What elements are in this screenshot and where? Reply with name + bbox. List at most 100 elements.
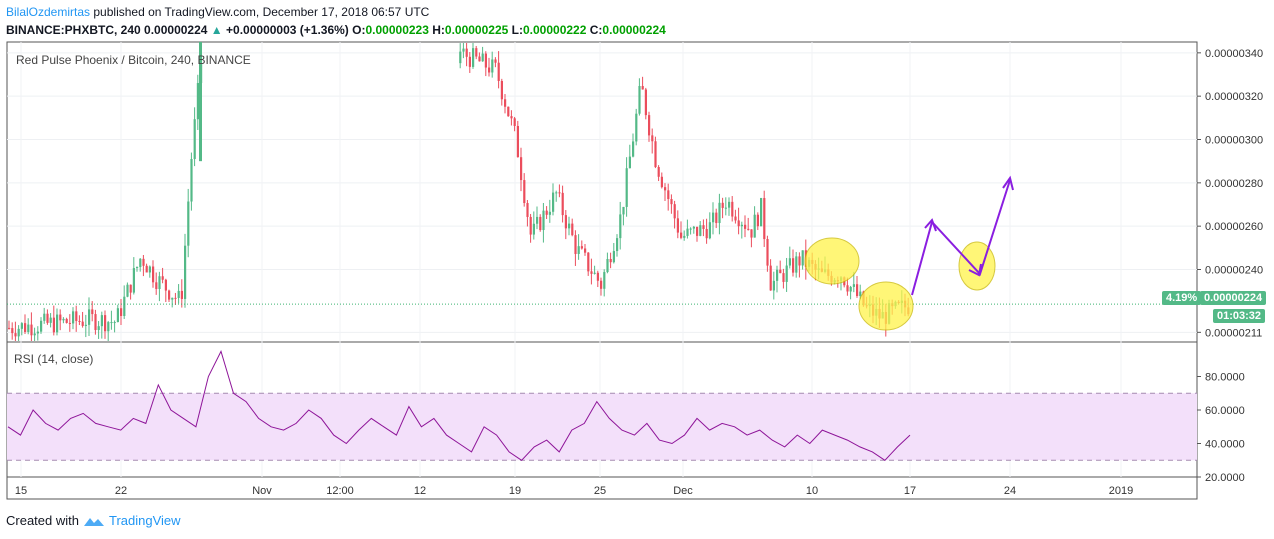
candle-body: [72, 311, 75, 324]
candle-body: [110, 322, 113, 324]
candle-body: [680, 232, 683, 238]
candle-body: [676, 218, 679, 233]
candle-body: [20, 323, 23, 329]
candle-body: [670, 199, 673, 205]
last-price: 0.00000224: [144, 23, 208, 37]
tradingview-logo-icon: [83, 517, 104, 526]
y-tick-label: 0.00000240: [1205, 265, 1263, 277]
candle-body: [468, 56, 471, 67]
candle-body: [104, 315, 107, 332]
forecast-arrow-path: [911, 179, 1011, 296]
annotation-ellipse: [804, 237, 860, 285]
candle-body: [689, 228, 692, 230]
candle-body: [196, 83, 199, 120]
x-tick-label: Dec: [673, 485, 693, 497]
open-label: O:: [352, 23, 366, 37]
candle-body: [46, 313, 49, 323]
candle-body: [753, 214, 756, 238]
candle-body: [785, 265, 788, 282]
candle-body: [113, 322, 116, 324]
candle-body: [744, 224, 747, 229]
footer-created-text: Created with: [6, 513, 79, 528]
candle-body: [641, 86, 644, 90]
triangle-up-icon: ▲: [210, 23, 223, 37]
candle-body: [513, 118, 516, 126]
candle-body: [532, 223, 535, 235]
candle-body: [657, 167, 660, 177]
rsi-band: [7, 393, 1197, 461]
candle-body: [718, 202, 721, 224]
candle-body: [792, 258, 795, 273]
price-badge: 0.00000224: [1200, 291, 1267, 305]
candle-body: [747, 228, 750, 230]
candle-body: [769, 265, 772, 291]
candle-body: [59, 314, 62, 321]
high-value: 0.00000225: [444, 23, 509, 37]
candle-body: [91, 309, 94, 315]
candle-body: [612, 251, 615, 263]
candle-body: [100, 315, 103, 327]
candle-body: [606, 258, 609, 273]
y-tick-label: 0.00000260: [1205, 221, 1263, 233]
candle-body: [648, 115, 651, 136]
close-label: C:: [589, 23, 603, 37]
candle-body: [145, 265, 148, 273]
candle-body: [609, 258, 612, 263]
candle-body: [491, 59, 494, 73]
candle-body: [561, 192, 564, 216]
candle-body: [536, 216, 539, 224]
candle-body: [56, 314, 59, 333]
candle-body: [97, 326, 100, 331]
candle-body: [161, 276, 164, 280]
candle-body: [193, 119, 196, 160]
candle-body: [136, 267, 139, 269]
candle-body: [14, 333, 17, 337]
rsi-legend: RSI (14, close): [14, 352, 94, 366]
candle-body: [584, 248, 587, 253]
candle-body: [731, 201, 734, 217]
candle-body: [75, 311, 78, 321]
candle-body: [459, 51, 462, 64]
percent-badge: 4.19%: [1162, 291, 1202, 305]
candle-body: [856, 284, 859, 296]
tradingview-brand[interactable]: TradingView: [108, 513, 181, 528]
candle-body: [571, 223, 574, 236]
candle-body: [177, 290, 180, 298]
low-label: L:: [511, 23, 523, 37]
candle-body: [708, 222, 711, 239]
candle-body: [11, 328, 14, 334]
candle-body: [603, 272, 606, 289]
y-tick-label: 0.00000211: [1205, 327, 1262, 339]
candle-body: [763, 198, 766, 240]
candle-body: [481, 53, 484, 62]
candle-body: [692, 226, 695, 229]
author-link[interactable]: BilalOzdemirtas: [6, 5, 91, 19]
x-tick-label: 19: [509, 485, 521, 497]
candle-body: [168, 290, 171, 300]
candle-body: [625, 168, 628, 207]
candle-body: [27, 324, 30, 332]
published-text: published on TradingView.com, December 1…: [93, 5, 430, 19]
candle-body: [62, 318, 65, 321]
candle-body: [81, 321, 84, 326]
candle-body: [523, 180, 526, 204]
candle-body: [593, 272, 596, 274]
candle-body: [750, 229, 753, 238]
candle-body: [171, 297, 174, 300]
chart-canvas[interactable]: 0.00000211 0.00000240 0.00000260 0.00000280…: [0, 0, 1274, 510]
candle-body: [724, 207, 727, 209]
candle-body: [849, 286, 852, 292]
x-tick-label: 17: [904, 485, 916, 497]
candle-body: [462, 48, 465, 52]
candle-body: [699, 225, 702, 236]
candle-body: [184, 245, 187, 299]
candle-body: [488, 67, 491, 73]
candle-body: [30, 324, 33, 336]
candle-body: [564, 215, 567, 229]
candle-body: [587, 252, 590, 272]
x-tick-label: 22: [115, 485, 127, 497]
x-tick-label: 2019: [1109, 485, 1133, 497]
candle-body: [667, 190, 670, 200]
candle-body: [88, 309, 91, 325]
candle-body: [632, 141, 635, 157]
